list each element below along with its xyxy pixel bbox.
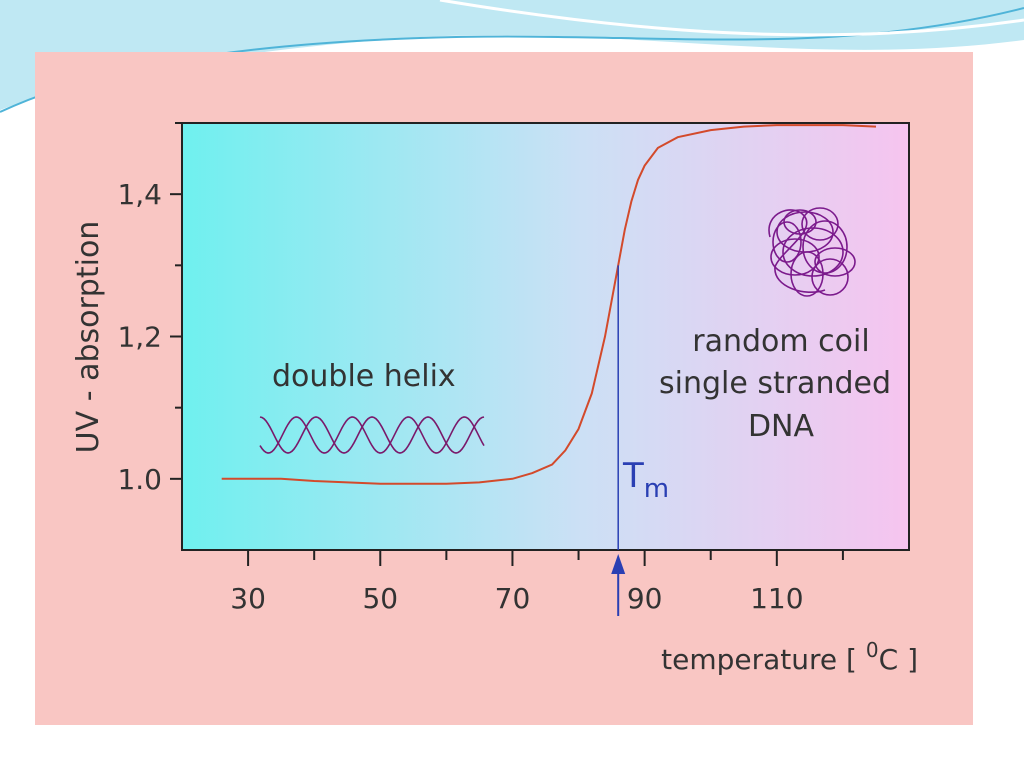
y-axis-label: UV - absorption bbox=[71, 221, 106, 454]
y-tick-label: 1,2 bbox=[117, 321, 162, 354]
x-axis: 30 50 70 90 110 bbox=[230, 550, 844, 615]
x-axis-label: temperature [ 0C ] bbox=[661, 638, 918, 676]
x-axis-label-prefix: temperature [ bbox=[661, 643, 866, 676]
helix-strand-2 bbox=[259, 416, 485, 454]
random-coil-icon bbox=[768, 207, 856, 297]
y-axis: 1.0 1,2 1,4 bbox=[117, 122, 182, 496]
coil-loop bbox=[814, 247, 856, 277]
x-tick-label: 90 bbox=[627, 582, 663, 615]
double-helix-icon bbox=[259, 416, 485, 454]
coil-loop bbox=[801, 207, 839, 241]
double-helix-label: double helix bbox=[272, 359, 456, 394]
chart-svg: 1.0 1,2 1,4 30 50 70 90 110 Tm double helix ra… bbox=[35, 52, 973, 725]
tm-label-main: T bbox=[622, 456, 644, 496]
series-line-absorption bbox=[221, 124, 877, 485]
x-tick-label: 110 bbox=[750, 582, 803, 615]
header-wave-band bbox=[0, 0, 1024, 110]
y-tick-label: 1,4 bbox=[117, 178, 162, 211]
coil-loop bbox=[811, 258, 849, 296]
x-tick-label: 30 bbox=[230, 582, 266, 615]
coil-loop bbox=[772, 221, 802, 263]
chart-panel: 1.0 1,2 1,4 30 50 70 90 110 Tm double helix ra… bbox=[35, 52, 973, 725]
coil-loop bbox=[783, 209, 817, 235]
y-tick-label: 1.0 bbox=[117, 463, 162, 496]
x-tick-label: 70 bbox=[495, 582, 531, 615]
coil-loop bbox=[802, 220, 848, 274]
plot-area bbox=[181, 122, 910, 551]
coil-loop bbox=[770, 238, 820, 276]
tm-label: Tm bbox=[622, 456, 669, 504]
x-axis-label-superscript: 0 bbox=[866, 638, 879, 662]
random-coil-label-line-3: DNA bbox=[748, 409, 815, 444]
x-tick-label: 50 bbox=[362, 582, 398, 615]
tm-label-subscript: m bbox=[644, 474, 669, 504]
random-coil-label-line-2: single stranded bbox=[659, 366, 891, 401]
tm-arrow-head bbox=[611, 554, 626, 574]
x-axis-label-suffix: C ] bbox=[879, 643, 918, 676]
header-wave-line-2 bbox=[439, 0, 1024, 37]
random-coil-label-line-1: random coil bbox=[692, 324, 869, 359]
coil-strand bbox=[768, 209, 826, 294]
